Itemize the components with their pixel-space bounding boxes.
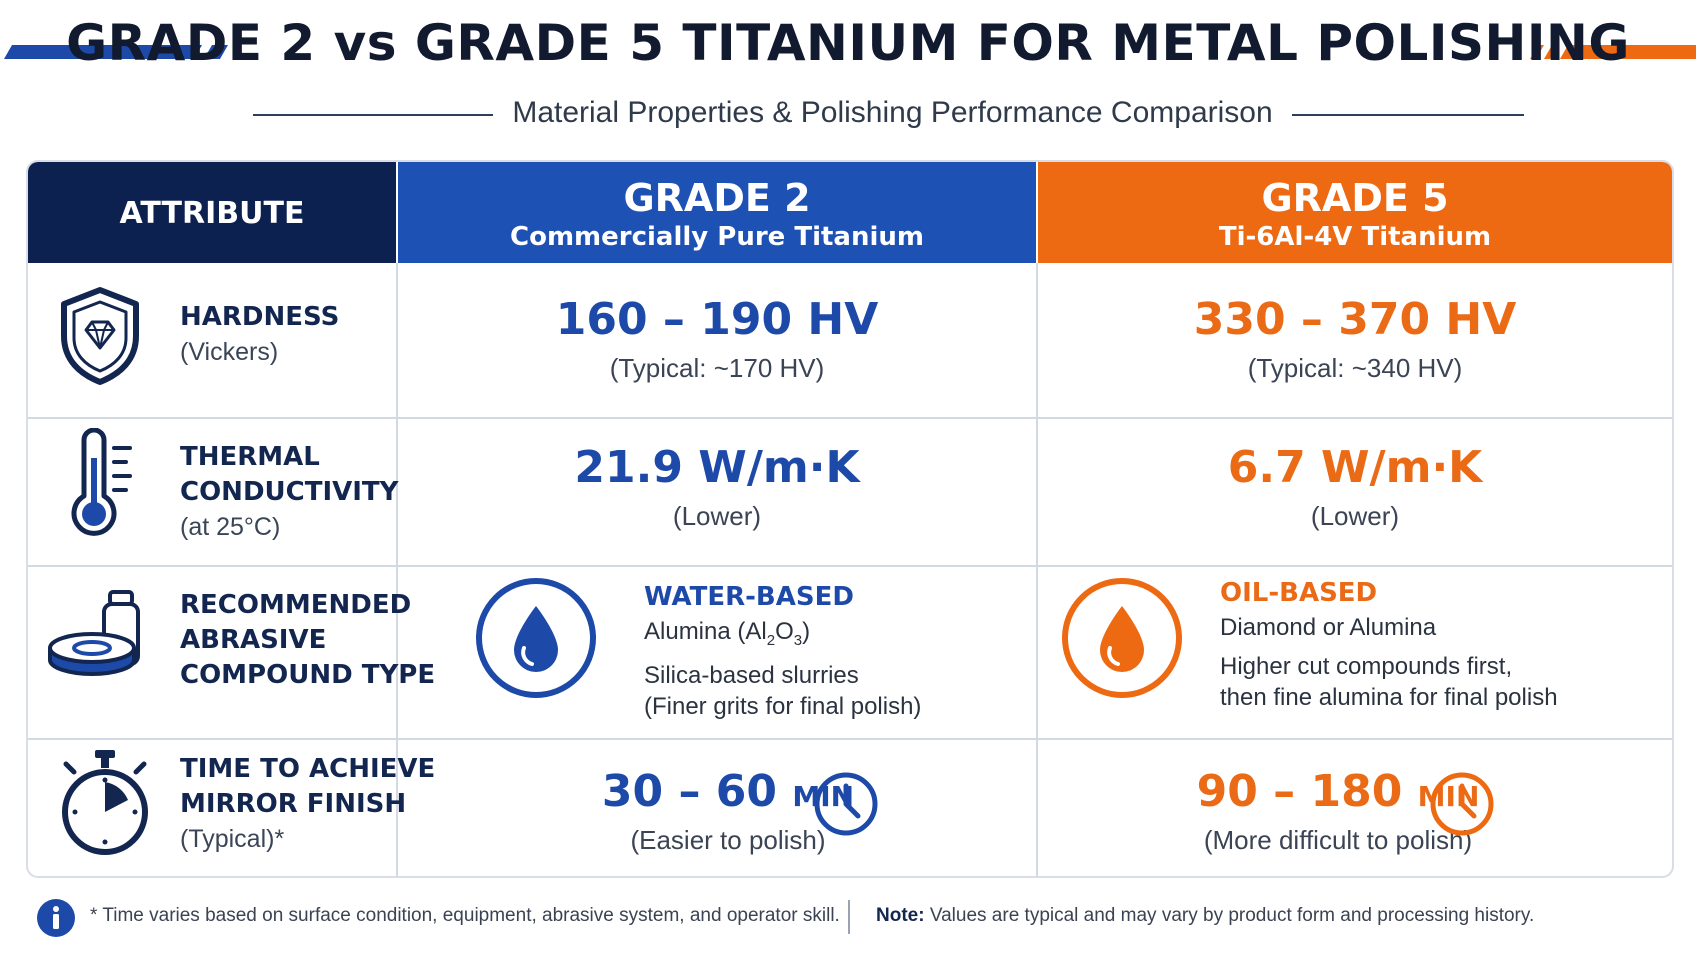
grade2-thermal-note: (Lower) [672,501,762,531]
grade5-compound-type: OIL-BASED [1220,578,1378,608]
header-grade5-desc: Ti-6Al-4V Titanium [1218,222,1492,252]
grade5-time-value: 90 – 180 [1196,766,1403,817]
abrasive-compound-icon [48,590,140,676]
grade5-thermal-value: 6.7 W/m·K [1227,442,1483,493]
attribute-compound: RECOMMENDED ABRASIVE COMPOUND TYPE [180,588,435,693]
grade5-compound-text: OIL-BASED Diamond or Alumina Higher cut … [1220,578,1558,713]
grade5-hardness-value: 330 – 370 HV [1193,294,1517,345]
grade2-compound-line-1-a: Alumina (Al [644,618,767,645]
attribute-hardness: HARDNESS (Vickers) [180,300,339,370]
header-grade5: GRADE 5 Ti-6Al-4V Titanium [1038,162,1672,263]
grade2-thermal-value: 21.9 W/m·K [574,442,860,493]
attribute-compound-label-1: RECOMMENDED [180,590,412,620]
grade2-compound-type: WATER-BASED [644,582,854,612]
subtitle-left-rule [253,114,493,116]
grade5-time-note: (More difficult to polish) [1203,825,1473,855]
right-stripe-decoration [1530,45,1696,59]
grade2-compound-line-1-sub-a: 2 [766,631,776,649]
grade2-hardness-cell: 160 – 190 HV (Typical: ~170 HV) [398,294,1036,384]
attribute-compound-label-3: COMPOUND TYPE [180,660,436,690]
attribute-thermal-label-2: CONDUCTIVITY [180,477,399,507]
shield-diamond-icon [61,287,139,385]
grade2-hardness-note: (Typical: ~170 HV) [609,353,825,383]
grade2-thermal-cell: 21.9 W/m·K (Lower) [398,442,1036,532]
grade2-compound-line-1: Alumina (Al2O3) [644,616,921,656]
attribute-time-note: (Typical)* [180,825,285,853]
left-stripe-decoration [4,45,228,59]
attribute-thermal: THERMAL CONDUCTIVITY (at 25°C) [180,440,399,545]
grade2-time-value-line: 30 – 60 MIN [568,766,888,817]
grade5-compound-line-1: Diamond or Alumina [1220,614,1437,641]
attribute-time: TIME TO ACHIEVE MIRROR FINISH (Typical)* [180,752,435,857]
stopwatch-icon [62,750,148,855]
grade2-compound-line-1-sub-b: 3 [793,631,803,649]
grade5-compound-line-2: Higher cut compounds first, [1220,653,1513,680]
header-attribute-label: ATTRIBUTE [119,196,305,231]
grade2-time-cell: 30 – 60 MIN (Easier to polish) [568,766,888,856]
page-subtitle: Material Properties & Polishing Performa… [512,96,1273,129]
attribute-time-label-2: MIRROR FINISH [180,789,407,819]
column-divider [1036,263,1038,876]
header-grade2-name: GRADE 2 [623,176,811,220]
grade2-compound-line-1-c: ) [802,618,811,645]
grade2-time-note: (Easier to polish) [630,825,826,855]
footer-divider [848,900,850,934]
column-divider [396,263,398,876]
clock-icon [814,772,878,836]
attribute-thermal-note: (at 25°C) [180,513,281,541]
oil-drop-icon [1062,578,1182,698]
footer-note-label: Note: [876,905,925,926]
grade5-thermal-note: (Lower) [1310,501,1400,531]
thermometer-icon [71,428,132,536]
attribute-thermal-label-1: THERMAL [180,442,320,472]
grade5-compound-line-3: then fine alumina for final polish [1220,684,1558,711]
attribute-time-label-1: TIME TO ACHIEVE [180,754,436,784]
subtitle-row: Material Properties & Polishing Performa… [0,96,1696,136]
grade2-compound-line-3: (Finer grits for final polish) [644,692,922,720]
grade5-hardness-note: (Typical: ~340 HV) [1247,353,1463,383]
row-divider [28,738,1672,740]
grade2-time-value: 30 – 60 [601,766,778,817]
header-grade5-name: GRADE 5 [1261,176,1449,220]
header-grade2-desc: Commercially Pure Titanium [510,222,924,252]
row-divider [28,565,1672,567]
footer-note-text: Values are typical and may vary by produ… [924,905,1535,926]
grade5-hardness-cell: 330 – 370 HV (Typical: ~340 HV) [1038,294,1672,384]
footnote-text: * Time varies based on surface condition… [90,905,840,926]
header-grade2: GRADE 2 Commercially Pure Titanium [398,162,1036,263]
grade5-time-cell: 90 – 180 MIN (More difficult to polish) [1168,766,1508,856]
grade5-thermal-cell: 6.7 W/m·K (Lower) [1038,442,1672,532]
attribute-hardness-label: HARDNESS [180,302,340,332]
row-divider [28,417,1672,419]
comparison-table: ATTRIBUTE GRADE 2 Commercially Pure Tita… [26,160,1674,878]
grade2-compound-text: WATER-BASED Alumina (Al2O3) Silica-based… [644,582,921,722]
grade5-time-value-line: 90 – 180 MIN [1168,766,1508,817]
attribute-compound-label-2: ABRASIVE [180,625,327,655]
water-drop-icon [476,578,596,698]
attribute-hardness-note: (Vickers) [180,338,279,366]
subtitle-right-rule [1292,114,1524,116]
clock-icon [1430,772,1494,836]
grade2-hardness-value: 160 – 190 HV [555,294,879,345]
grade2-compound-line-2: Silica-based slurries [644,661,859,689]
grade2-compound-line-1-b: O [775,618,794,645]
page-title: GRADE 2 vs GRADE 5 TITANIUM FOR METAL PO… [66,14,1630,72]
info-icon [37,899,75,937]
header-attribute: ATTRIBUTE [28,162,396,263]
footer-note: Note: Values are typical and may vary by… [876,905,1534,927]
grade5-time-unit: MIN [1417,780,1480,813]
